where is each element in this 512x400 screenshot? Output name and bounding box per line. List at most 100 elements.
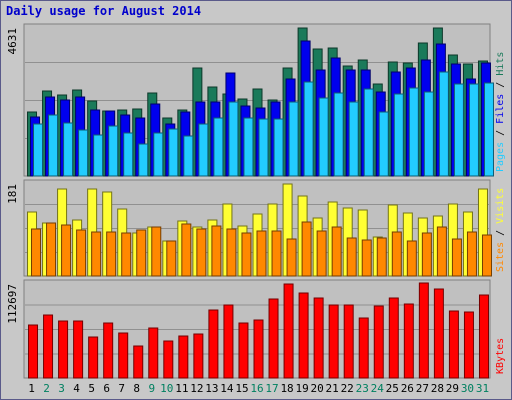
day-label-15: 15	[235, 382, 248, 395]
bar-pages-day-27	[423, 91, 434, 177]
bar-pages-day-14	[228, 101, 239, 177]
bar-pages-day-12	[198, 123, 209, 177]
day-label-2: 2	[43, 382, 50, 395]
bar-pages-day-2	[48, 114, 59, 177]
bar-pages-day-7	[123, 132, 134, 177]
bar-sites-day-20	[316, 230, 327, 277]
legend-item: Files	[495, 94, 506, 124]
bar-kbytes-day-7	[118, 332, 129, 379]
bar-pages-day-8	[138, 143, 149, 177]
legend-item: Pages	[495, 142, 506, 172]
bar-pages-day-29	[453, 83, 464, 177]
panel-max-label: 112697	[6, 284, 19, 324]
legend-item: Hits	[495, 52, 506, 76]
bar-pages-day-31	[483, 82, 494, 177]
bar-pages-day-6	[108, 125, 119, 177]
bar-sites-day-7	[121, 232, 132, 277]
day-label-18: 18	[280, 382, 293, 395]
bar-pages-day-16	[258, 118, 269, 177]
bar-kbytes-day-5	[88, 336, 99, 379]
bar-kbytes-day-23	[358, 317, 369, 379]
bar-kbytes-day-9	[148, 327, 159, 379]
bar-sites-day-26	[406, 240, 417, 277]
bar-kbytes-day-19	[298, 292, 309, 379]
day-label-19: 19	[295, 382, 308, 395]
day-label-25: 25	[386, 382, 399, 395]
day-label-8: 8	[133, 382, 140, 395]
day-label-27: 27	[416, 382, 429, 395]
day-label-1: 1	[28, 382, 35, 395]
day-label-13: 13	[205, 382, 218, 395]
bar-kbytes-day-21	[328, 304, 339, 379]
day-label-3: 3	[58, 382, 65, 395]
bar-sites-day-13	[211, 225, 222, 277]
day-label-22: 22	[341, 382, 354, 395]
legend-item: /	[495, 224, 506, 242]
bar-pages-day-1	[33, 123, 44, 177]
bar-pages-day-5	[93, 134, 104, 177]
bar-sites-day-21	[331, 226, 342, 277]
day-label-21: 21	[326, 382, 339, 395]
day-label-12: 12	[190, 382, 203, 395]
day-label-11: 11	[175, 382, 188, 395]
day-label-4: 4	[73, 382, 80, 395]
bar-pages-day-13	[213, 117, 224, 177]
day-label-16: 16	[250, 382, 263, 395]
bar-sites-day-22	[346, 237, 357, 277]
bar-pages-day-26	[408, 87, 419, 177]
legend-item: KBytes	[495, 338, 506, 374]
bar-pages-day-11	[183, 135, 194, 177]
bar-pages-day-3	[63, 122, 74, 177]
bar-kbytes-day-2	[43, 314, 54, 379]
bar-kbytes-day-8	[133, 345, 144, 379]
legend-item: /	[495, 76, 506, 94]
bar-pages-day-30	[468, 83, 479, 177]
bar-sites-day-5	[91, 231, 102, 277]
bar-sites-day-14	[226, 228, 237, 277]
day-label-10: 10	[160, 382, 173, 395]
bar-kbytes-day-26	[403, 303, 414, 379]
bar-pages-day-21	[333, 92, 344, 177]
bar-kbytes-day-15	[238, 322, 249, 379]
bar-kbytes-day-10	[163, 340, 174, 379]
bar-sites-day-30	[466, 231, 477, 277]
bar-kbytes-day-24	[373, 305, 384, 379]
bar-sites-day-10	[166, 240, 177, 277]
bar-pages-day-19	[303, 81, 314, 177]
bar-sites-day-6	[106, 231, 117, 277]
bar-sites-day-17	[271, 230, 282, 277]
day-label-14: 14	[220, 382, 234, 395]
bar-kbytes-day-4	[73, 320, 84, 379]
bar-sites-day-31	[481, 234, 492, 277]
day-label-20: 20	[311, 382, 324, 395]
day-label-30: 30	[461, 382, 474, 395]
bar-sites-day-16	[256, 230, 267, 277]
day-label-29: 29	[446, 382, 459, 395]
bar-sites-day-8	[136, 229, 147, 277]
bar-sites-day-27	[421, 232, 432, 277]
bar-pages-day-9	[153, 132, 164, 177]
bar-kbytes-day-25	[388, 297, 399, 379]
bar-kbytes-day-18	[283, 283, 294, 379]
bar-kbytes-day-13	[208, 309, 219, 379]
panel-max-label: 4631	[6, 28, 19, 55]
day-label-26: 26	[401, 382, 414, 395]
bar-pages-day-17	[273, 118, 284, 177]
bar-sites-day-3	[61, 224, 72, 277]
bar-sites-day-11	[181, 223, 192, 277]
bar-kbytes-day-12	[193, 333, 204, 379]
bar-sites-day-2	[46, 222, 57, 277]
panel-legend: KBytes	[495, 338, 506, 374]
day-label-24: 24	[371, 382, 385, 395]
legend-item: /	[495, 124, 506, 142]
bar-sites-day-4	[76, 229, 87, 277]
bar-pages-day-18	[288, 101, 299, 177]
chart-title: Daily usage for August 2014	[6, 4, 202, 18]
day-label-28: 28	[431, 382, 444, 395]
bar-pages-day-24	[378, 111, 389, 177]
bar-kbytes-day-20	[313, 297, 324, 379]
bar-pages-day-25	[393, 93, 404, 177]
bar-sites-day-29	[451, 238, 462, 277]
bar-kbytes-day-29	[448, 310, 459, 379]
